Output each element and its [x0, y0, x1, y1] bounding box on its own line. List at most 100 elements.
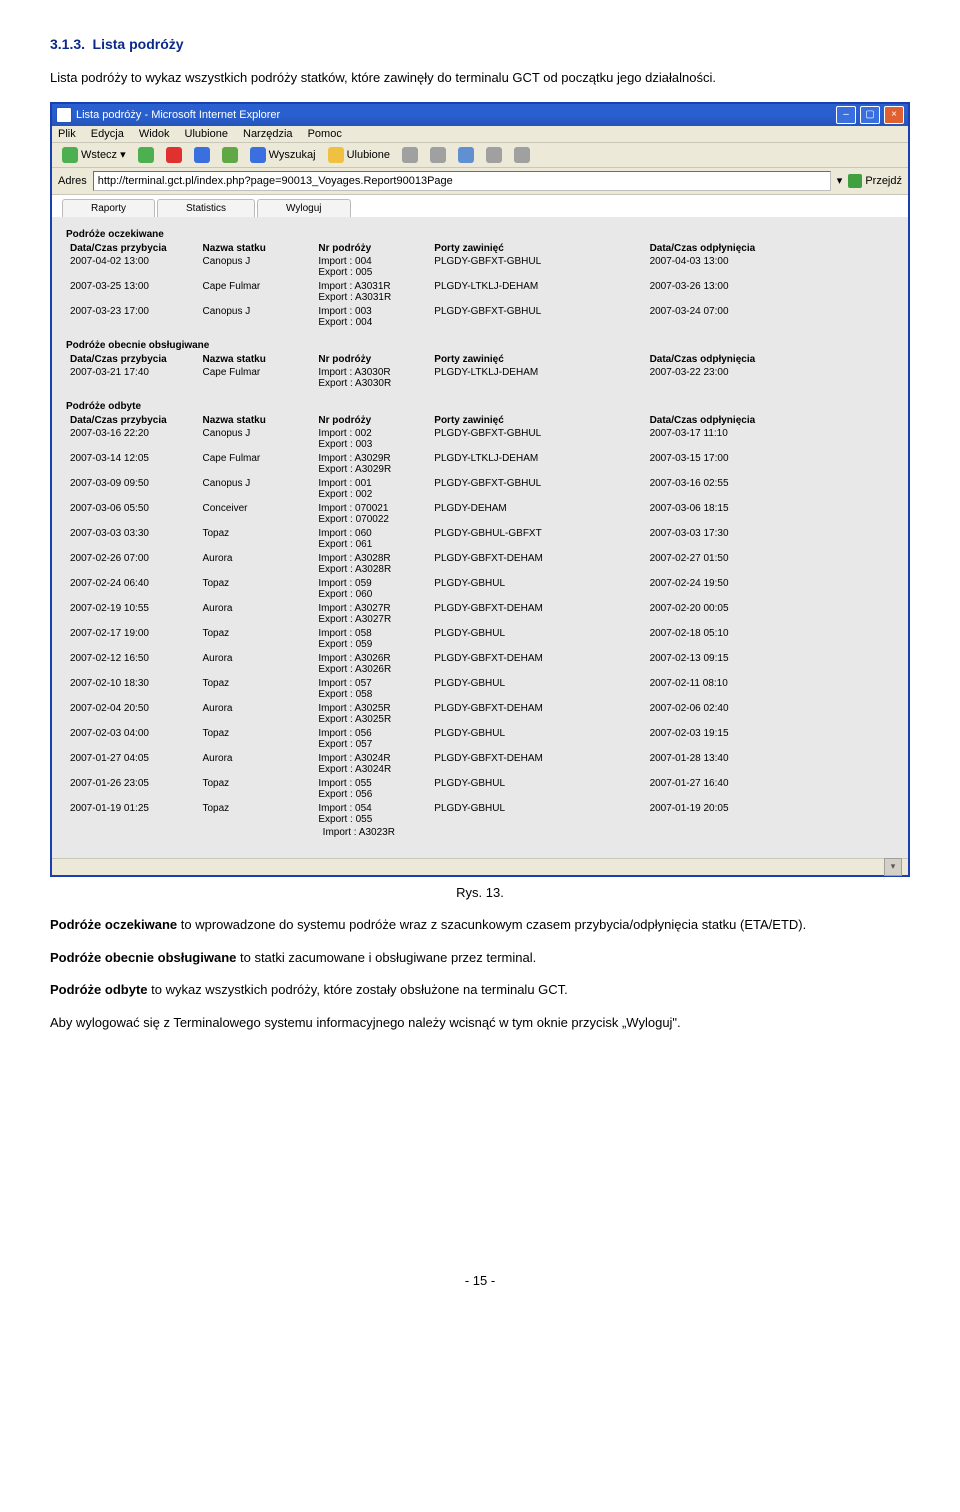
forward-icon — [138, 147, 154, 163]
table-cell: 2007-02-13 09:15 — [646, 652, 894, 677]
table-oczekiwane: Data/Czas przybyciaNazwa statkuNr podróż… — [66, 242, 894, 330]
favorites-label: Ulubione — [347, 149, 390, 161]
tools-button[interactable] — [510, 146, 534, 164]
print-button[interactable] — [454, 146, 478, 164]
search-button[interactable]: Wyszukaj — [246, 146, 320, 164]
p-oczekiwane-text: to wprowadzone do systemu podróże wraz z… — [177, 917, 806, 932]
edit-icon — [486, 147, 502, 163]
mail-icon — [430, 147, 446, 163]
edit-button[interactable] — [482, 146, 506, 164]
section-title: Lista podróży — [89, 36, 184, 52]
column-header: Data/Czas odpłynięcia — [646, 353, 894, 366]
table-cell: Import : 070021Export : 070022 — [314, 502, 430, 527]
page-number: - 15 - — [50, 1273, 910, 1288]
table-cell: Canopus J — [198, 477, 314, 502]
table-cell: 2007-02-26 07:00 — [66, 552, 198, 577]
group-title: Podróże odbyte — [66, 401, 894, 412]
table-cell: PLGDY-LTKLJ-DEHAM — [430, 366, 645, 391]
menu-item[interactable]: Pomoc — [308, 128, 342, 140]
table-row: 2007-02-03 04:00TopazImport : 056Export … — [66, 727, 894, 752]
menu-item[interactable]: Edycja — [91, 128, 124, 140]
print-icon — [458, 147, 474, 163]
app-content: Podróże oczekiwane Data/Czas przybyciaNa… — [52, 217, 908, 858]
forward-button[interactable] — [134, 146, 158, 164]
tab-wyloguj[interactable]: Wyloguj — [257, 199, 350, 217]
table-cell: 2007-01-26 23:05 — [66, 777, 198, 802]
go-button[interactable]: Przejdź — [848, 174, 902, 188]
table-cell: PLGDY-DEHAM — [430, 502, 645, 527]
column-header: Nr podróży — [314, 414, 430, 427]
menu-item[interactable]: Ulubione — [185, 128, 228, 140]
close-button[interactable]: × — [884, 106, 904, 124]
table-row: 2007-02-12 16:50AuroraImport : A3026RExp… — [66, 652, 894, 677]
menu-item[interactable]: Narzędzia — [243, 128, 293, 140]
table-cell: Conceiver — [198, 502, 314, 527]
table-cell: 2007-04-03 13:00 — [646, 255, 894, 280]
table-row: 2007-02-24 06:40TopazImport : 059Export … — [66, 577, 894, 602]
minimize-button[interactable]: – — [836, 106, 856, 124]
menu-item[interactable]: Plik — [58, 128, 76, 140]
section-number: 3.1.3. — [50, 36, 85, 52]
tab-statistics[interactable]: Statistics — [157, 199, 255, 217]
stop-button[interactable] — [162, 146, 186, 164]
back-button[interactable]: Wstecz ▾ — [58, 146, 130, 164]
url-input[interactable]: http://terminal.gct.pl/index.php?page=90… — [93, 171, 831, 191]
history-button[interactable] — [398, 146, 422, 164]
table-cell: Aurora — [198, 552, 314, 577]
table-cell: PLGDY-GBHUL — [430, 577, 645, 602]
table-cell: PLGDY-GBHUL — [430, 802, 645, 827]
screenshot-window: Lista podróży - Microsoft Internet Explo… — [50, 102, 910, 877]
table-cell: 2007-03-22 23:00 — [646, 366, 894, 391]
table-cell: 2007-03-23 17:00 — [66, 305, 198, 330]
group-title: Podróże obecnie obsługiwane — [66, 340, 894, 351]
column-header: Porty zawinięć — [430, 242, 645, 255]
table-cell: 2007-02-03 19:15 — [646, 727, 894, 752]
maximize-button[interactable]: ▢ — [860, 106, 880, 124]
refresh-button[interactable] — [190, 146, 214, 164]
table-cell: 2007-01-27 04:05 — [66, 752, 198, 777]
mail-button[interactable] — [426, 146, 450, 164]
table-cell: 2007-02-10 18:30 — [66, 677, 198, 702]
section-oczekiwane: Podróże oczekiwane Data/Czas przybyciaNa… — [66, 229, 894, 330]
favorites-button[interactable]: Ulubione — [324, 146, 394, 164]
menu-item[interactable]: Widok — [139, 128, 170, 140]
table-cell: 2007-01-19 20:05 — [646, 802, 894, 827]
table-cell: Import : 055Export : 056 — [314, 777, 430, 802]
table-row: 2007-02-19 10:55AuroraImport : A3027RExp… — [66, 602, 894, 627]
table-cell: 2007-01-28 13:40 — [646, 752, 894, 777]
address-label: Adres — [58, 175, 87, 187]
tab-raporty[interactable]: Raporty — [62, 199, 155, 217]
app-tabs: Raporty Statistics Wyloguj — [52, 195, 908, 217]
table-cell: 2007-03-17 11:10 — [646, 427, 894, 452]
table-cell: Import : A3027RExport : A3027R — [314, 602, 430, 627]
table-cell: PLGDY-LTKLJ-DEHAM — [430, 452, 645, 477]
table-cell: Import : A3024RExport : A3024R — [314, 752, 430, 777]
table-cell: PLGDY-GBFXT-DEHAM — [430, 702, 645, 727]
p-odbyte-label: Podróże odbyte — [50, 982, 148, 997]
table-cell: PLGDY-GBFXT-DEHAM — [430, 552, 645, 577]
table-cell: PLGDY-GBFXT-GBHUL — [430, 255, 645, 280]
refresh-icon — [194, 147, 210, 163]
column-header: Nr podróży — [314, 353, 430, 366]
table-cell: Topaz — [198, 577, 314, 602]
table-cell: Import : 058Export : 059 — [314, 627, 430, 652]
table-cell: Topaz — [198, 627, 314, 652]
table-cell: Import : 060Export : 061 — [314, 527, 430, 552]
table-cell: PLGDY-GBHUL-GBFXT — [430, 527, 645, 552]
address-dropdown[interactable]: ▾ — [837, 174, 843, 187]
table-cell: 2007-02-11 08:10 — [646, 677, 894, 702]
table-row: 2007-02-26 07:00AuroraImport : A3028RExp… — [66, 552, 894, 577]
table-cell: PLGDY-GBFXT-GBHUL — [430, 477, 645, 502]
table-cell: Import : 003Export : 004 — [314, 305, 430, 330]
scroll-down-button[interactable]: ▾ — [884, 858, 902, 876]
table-row: 2007-04-02 13:00Canopus JImport : 004Exp… — [66, 255, 894, 280]
home-button[interactable] — [218, 146, 242, 164]
table-cell: Cape Fulmar — [198, 366, 314, 391]
table-cell: 2007-02-19 10:55 — [66, 602, 198, 627]
table-cell: Cape Fulmar — [198, 452, 314, 477]
column-header: Nazwa statku — [198, 414, 314, 427]
table-row: 2007-03-21 17:40Cape FulmarImport : A303… — [66, 366, 894, 391]
go-label: Przejdź — [865, 175, 902, 187]
table-row: 2007-03-06 05:50ConceiverImport : 070021… — [66, 502, 894, 527]
ie-icon — [56, 107, 72, 123]
